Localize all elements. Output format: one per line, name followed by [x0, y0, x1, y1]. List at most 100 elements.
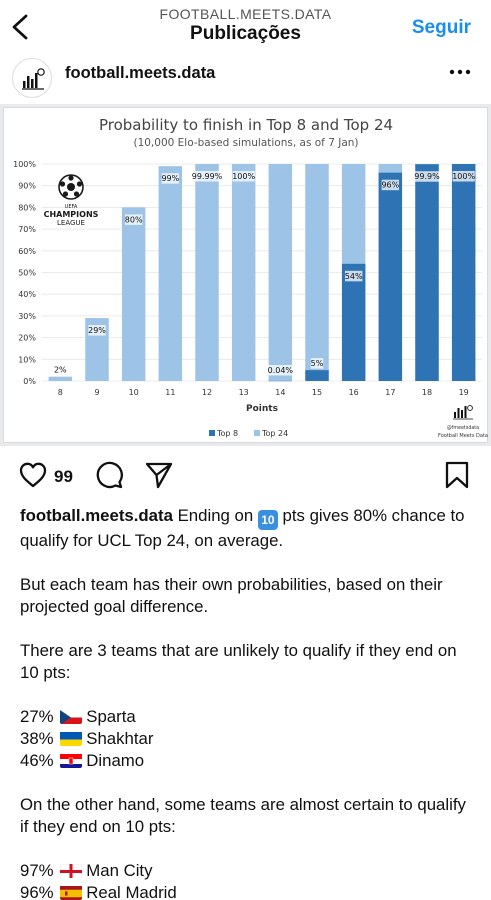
- caption-text: Ending on: [177, 506, 254, 525]
- x-tick-label: 19: [459, 388, 469, 397]
- legend-swatch: [209, 430, 215, 436]
- chevron-left-icon[interactable]: [6, 10, 36, 44]
- follow-button[interactable]: Seguir: [411, 17, 471, 38]
- like-count[interactable]: 99: [54, 467, 73, 486]
- team-row: 38% Shakhtar: [20, 728, 475, 750]
- bar-top8: [378, 172, 403, 381]
- y-tick-label: 90%: [18, 182, 36, 191]
- chart-subtitle: (10,000 Elo-based simulations, as of 7 J…: [133, 137, 358, 149]
- x-tick-label: 11: [165, 388, 175, 397]
- data-label: 100%: [452, 172, 475, 181]
- x-tick-label: 15: [312, 388, 322, 397]
- ucl-logo-text: CHAMPIONS: [44, 210, 99, 219]
- y-tick-label: 100%: [13, 160, 36, 169]
- brand-logo-icon: [22, 68, 45, 90]
- data-label: 5%: [311, 359, 324, 368]
- data-label-bg: [266, 365, 294, 376]
- team-name: Shakhtar: [86, 729, 154, 748]
- data-label-bg: [161, 173, 180, 184]
- team-row: 46% Dinamo: [20, 750, 475, 772]
- data-label: 80%: [125, 215, 143, 224]
- team-name: Man City: [86, 861, 153, 880]
- team-row: 97% Man City: [20, 860, 475, 882]
- caption-text: pts gives 80% chance to qualify for UCL …: [20, 506, 465, 550]
- data-label-bg: [344, 270, 363, 282]
- bar-top24: [158, 166, 183, 381]
- caption-paragraph: On the other hand, some teams are almost…: [20, 795, 466, 836]
- team-name: Dinamo: [86, 751, 145, 770]
- y-tick-label: 80%: [18, 203, 36, 212]
- data-label-bg: [232, 171, 255, 182]
- team-percentage: 27%: [20, 707, 54, 726]
- y-tick-label: 0%: [23, 377, 36, 386]
- post-username[interactable]: football.meets.data: [65, 64, 216, 82]
- y-tick-label: 50%: [18, 269, 36, 278]
- team-name: Sparta: [86, 707, 136, 726]
- x-tick-label: 14: [275, 388, 285, 397]
- flag-hr-icon: [60, 753, 83, 768]
- bar-top8: [305, 370, 329, 381]
- flag-ua-icon: [60, 731, 83, 746]
- brand-name: Football Meets Data: [438, 433, 488, 439]
- chart-grid: [42, 163, 482, 382]
- bar-top8: [415, 164, 439, 381]
- post-caption: football.meets.data Ending on 10 pts giv…: [20, 505, 475, 900]
- data-label: 99.99%: [192, 172, 223, 181]
- data-label: 100%: [232, 172, 255, 181]
- bar-top24: [48, 376, 73, 381]
- bar-top24: [231, 164, 256, 381]
- team-percentage: 46%: [20, 751, 54, 770]
- legend-label: Top 8: [216, 429, 238, 438]
- data-label: 0.04%: [268, 366, 294, 375]
- bar-top24: [121, 207, 146, 381]
- data-label: 99%: [161, 174, 179, 183]
- data-label-bg: [413, 171, 441, 182]
- data-label-bg: [381, 179, 400, 191]
- x-tick-label: 17: [385, 388, 395, 397]
- y-tick-label: 40%: [18, 290, 36, 299]
- brand-watermark: @fmeetsdata Football Meets Data: [438, 405, 488, 439]
- x-tick-label: 12: [202, 388, 212, 397]
- post-image[interactable]: Probability to finish in Top 8 and Top 2…: [0, 104, 491, 446]
- team-row: 96% Real Madrid: [20, 882, 475, 900]
- comment-icon[interactable]: [94, 460, 124, 490]
- data-label: 96%: [381, 181, 399, 190]
- paper-plane-icon[interactable]: [144, 460, 174, 490]
- bar-top8: [451, 164, 476, 381]
- ucl-logo-text: UEFA: [65, 204, 78, 210]
- bookmark-icon[interactable]: [443, 460, 471, 490]
- y-tick-label: 60%: [18, 247, 36, 256]
- flag-cz-icon: [60, 709, 83, 724]
- x-tick-label: 10: [129, 388, 139, 397]
- bar-top24: [195, 164, 219, 381]
- heart-icon[interactable]: [18, 460, 48, 490]
- brand-handle: @fmeetsdata: [447, 425, 479, 431]
- y-axis: 0% 10% 20% 30% 40% 50% 60% 70% 80% 90% 100%: [13, 160, 36, 386]
- more-horizontal-icon[interactable]: [447, 60, 473, 84]
- account-name[interactable]: FOOTBALL.MEETS.DATA: [159, 6, 332, 22]
- avatar[interactable]: [12, 58, 52, 98]
- caption-paragraph: There are 3 teams that are unlikely to q…: [20, 641, 457, 682]
- team-percentage: 97%: [20, 861, 54, 880]
- bar-top8: [341, 263, 366, 381]
- legend-swatch: [254, 430, 260, 436]
- x-tick-label: 9: [94, 388, 99, 397]
- x-axis: 8 9 10 11 12 13 14 15 16 17 18 19: [58, 388, 469, 397]
- keycap-ten-icon: 10: [257, 510, 278, 530]
- data-label: 29%: [88, 326, 106, 335]
- bar-chart: Probability to finish in Top 8 and Top 2…: [13, 116, 488, 439]
- x-tick-label: 8: [58, 388, 63, 397]
- page-title: Publicações: [190, 23, 301, 44]
- chart-bars: [48, 164, 476, 382]
- team-list-high: 97% Man City 96% Real Madrid: [20, 860, 475, 900]
- caption-username[interactable]: football.meets.data: [20, 506, 173, 525]
- data-label-bg: [310, 358, 324, 369]
- post-header: football.meets.data: [0, 56, 491, 100]
- champions-league-logo: UEFA CHAMPIONS LEAGUE: [44, 174, 99, 227]
- data-label: 2%: [54, 366, 67, 375]
- x-tick-label: 18: [422, 388, 432, 397]
- chart-legend: Top 8 Top 24: [209, 429, 288, 438]
- flag-en-icon: [60, 863, 83, 878]
- team-name: Real Madrid: [86, 883, 177, 900]
- caption-paragraph: But each team has their own probabilitie…: [20, 575, 443, 616]
